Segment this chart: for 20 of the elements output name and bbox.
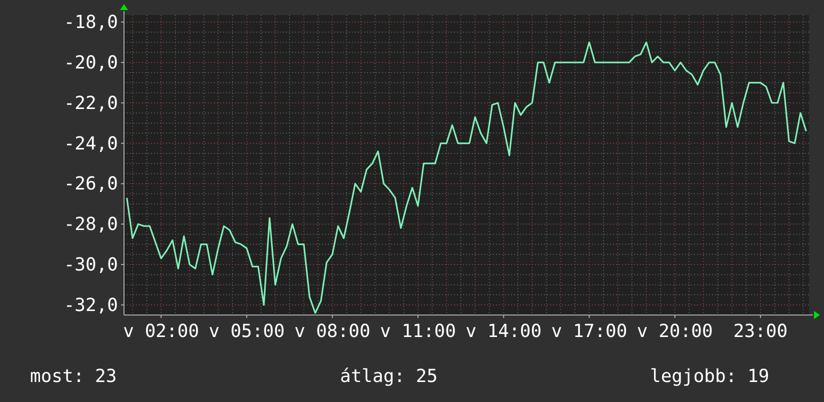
text: legjobb: 19 [650, 366, 770, 387]
y-tick-label: -28,0 [64, 214, 118, 236]
x-tick-label: v 11:00 [380, 321, 456, 342]
y-tick-label: -32,0 [64, 294, 118, 316]
x-tick-label: v 02:00 [123, 321, 200, 342]
x-tick-label: v 14:00 [466, 321, 542, 342]
y-tick-label: -20,0 [64, 52, 118, 74]
x-tick-label: v 20:00 [636, 321, 713, 342]
text: most: 23 [30, 366, 117, 387]
text: átlag: 25 [340, 366, 438, 387]
x-tick-label: v 08:00 [294, 321, 370, 342]
y-tick-label: -30,0 [64, 254, 118, 276]
y-tick-label: -22,0 [64, 92, 118, 114]
y-tick-label: -24,0 [64, 133, 118, 154]
y-tick-label: -26,0 [64, 174, 118, 195]
y-tick-label: -18,0 [64, 12, 118, 34]
line-series [126, 41, 807, 314]
x-tick-label: 23:00 [733, 321, 788, 342]
x-tick-label: v 05:00 [208, 321, 285, 342]
x-tick-label: v 17:00 [551, 321, 628, 342]
